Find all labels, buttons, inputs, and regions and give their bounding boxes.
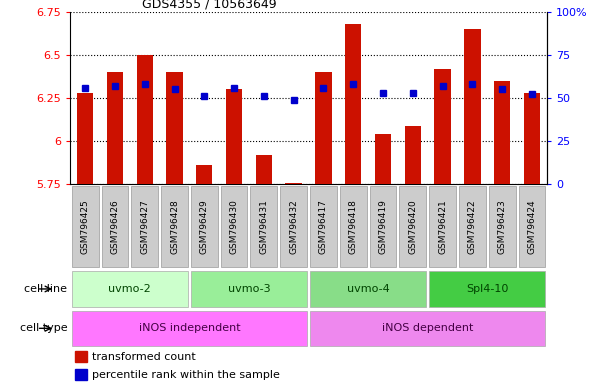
Bar [107, 72, 123, 184]
FancyBboxPatch shape [221, 186, 247, 267]
FancyBboxPatch shape [400, 186, 426, 267]
Text: GSM796429: GSM796429 [200, 199, 209, 254]
FancyBboxPatch shape [191, 186, 218, 267]
FancyBboxPatch shape [71, 186, 98, 267]
Text: GSM796432: GSM796432 [289, 199, 298, 254]
FancyBboxPatch shape [489, 186, 516, 267]
FancyBboxPatch shape [370, 186, 397, 267]
Bar [404, 126, 421, 184]
Text: GSM796431: GSM796431 [260, 199, 268, 254]
Bar [226, 89, 243, 184]
FancyBboxPatch shape [280, 186, 307, 267]
FancyBboxPatch shape [191, 271, 307, 307]
FancyBboxPatch shape [71, 271, 188, 307]
FancyBboxPatch shape [310, 311, 546, 346]
Text: GSM796430: GSM796430 [230, 199, 238, 254]
Bar [315, 72, 332, 184]
Text: GSM796427: GSM796427 [141, 199, 149, 254]
Text: GSM796425: GSM796425 [81, 199, 90, 254]
Bar [166, 72, 183, 184]
Bar [196, 165, 213, 184]
Text: GSM796421: GSM796421 [438, 199, 447, 254]
Text: transformed count: transformed count [92, 352, 196, 362]
Text: iNOS dependent: iNOS dependent [382, 323, 474, 333]
FancyBboxPatch shape [340, 186, 367, 267]
Bar [75, 369, 87, 380]
Text: GSM796423: GSM796423 [498, 199, 507, 254]
Text: GSM796424: GSM796424 [527, 199, 536, 254]
Bar [345, 24, 362, 184]
Text: GSM796426: GSM796426 [111, 199, 119, 254]
Bar [255, 155, 272, 184]
Bar [77, 93, 93, 184]
Bar [524, 93, 540, 184]
FancyBboxPatch shape [101, 186, 128, 267]
Text: Spl4-10: Spl4-10 [466, 284, 508, 294]
Text: percentile rank within the sample: percentile rank within the sample [92, 370, 280, 380]
FancyBboxPatch shape [251, 186, 277, 267]
Text: GSM796419: GSM796419 [379, 199, 387, 254]
Text: GSM796417: GSM796417 [319, 199, 328, 254]
FancyBboxPatch shape [519, 186, 546, 267]
Text: cell type: cell type [20, 323, 67, 333]
Text: uvmo-2: uvmo-2 [109, 284, 151, 294]
Bar [75, 351, 87, 362]
Text: GSM796422: GSM796422 [468, 199, 477, 254]
Text: GDS4355 / 10563649: GDS4355 / 10563649 [142, 0, 276, 10]
Bar [494, 81, 510, 184]
Bar [434, 69, 451, 184]
Bar [375, 134, 391, 184]
FancyBboxPatch shape [161, 186, 188, 267]
FancyBboxPatch shape [429, 271, 546, 307]
Text: GSM796420: GSM796420 [408, 199, 417, 254]
FancyBboxPatch shape [429, 186, 456, 267]
FancyBboxPatch shape [310, 186, 337, 267]
Text: iNOS independent: iNOS independent [139, 323, 240, 333]
Text: GSM796428: GSM796428 [170, 199, 179, 254]
FancyBboxPatch shape [71, 311, 307, 346]
Text: GSM796418: GSM796418 [349, 199, 357, 254]
Text: cell line: cell line [24, 284, 67, 294]
FancyBboxPatch shape [459, 186, 486, 267]
Bar [464, 29, 481, 184]
Bar [285, 183, 302, 184]
Bar [136, 55, 153, 184]
FancyBboxPatch shape [310, 271, 426, 307]
Text: uvmo-4: uvmo-4 [347, 284, 389, 294]
FancyBboxPatch shape [131, 186, 158, 267]
Text: uvmo-3: uvmo-3 [228, 284, 270, 294]
